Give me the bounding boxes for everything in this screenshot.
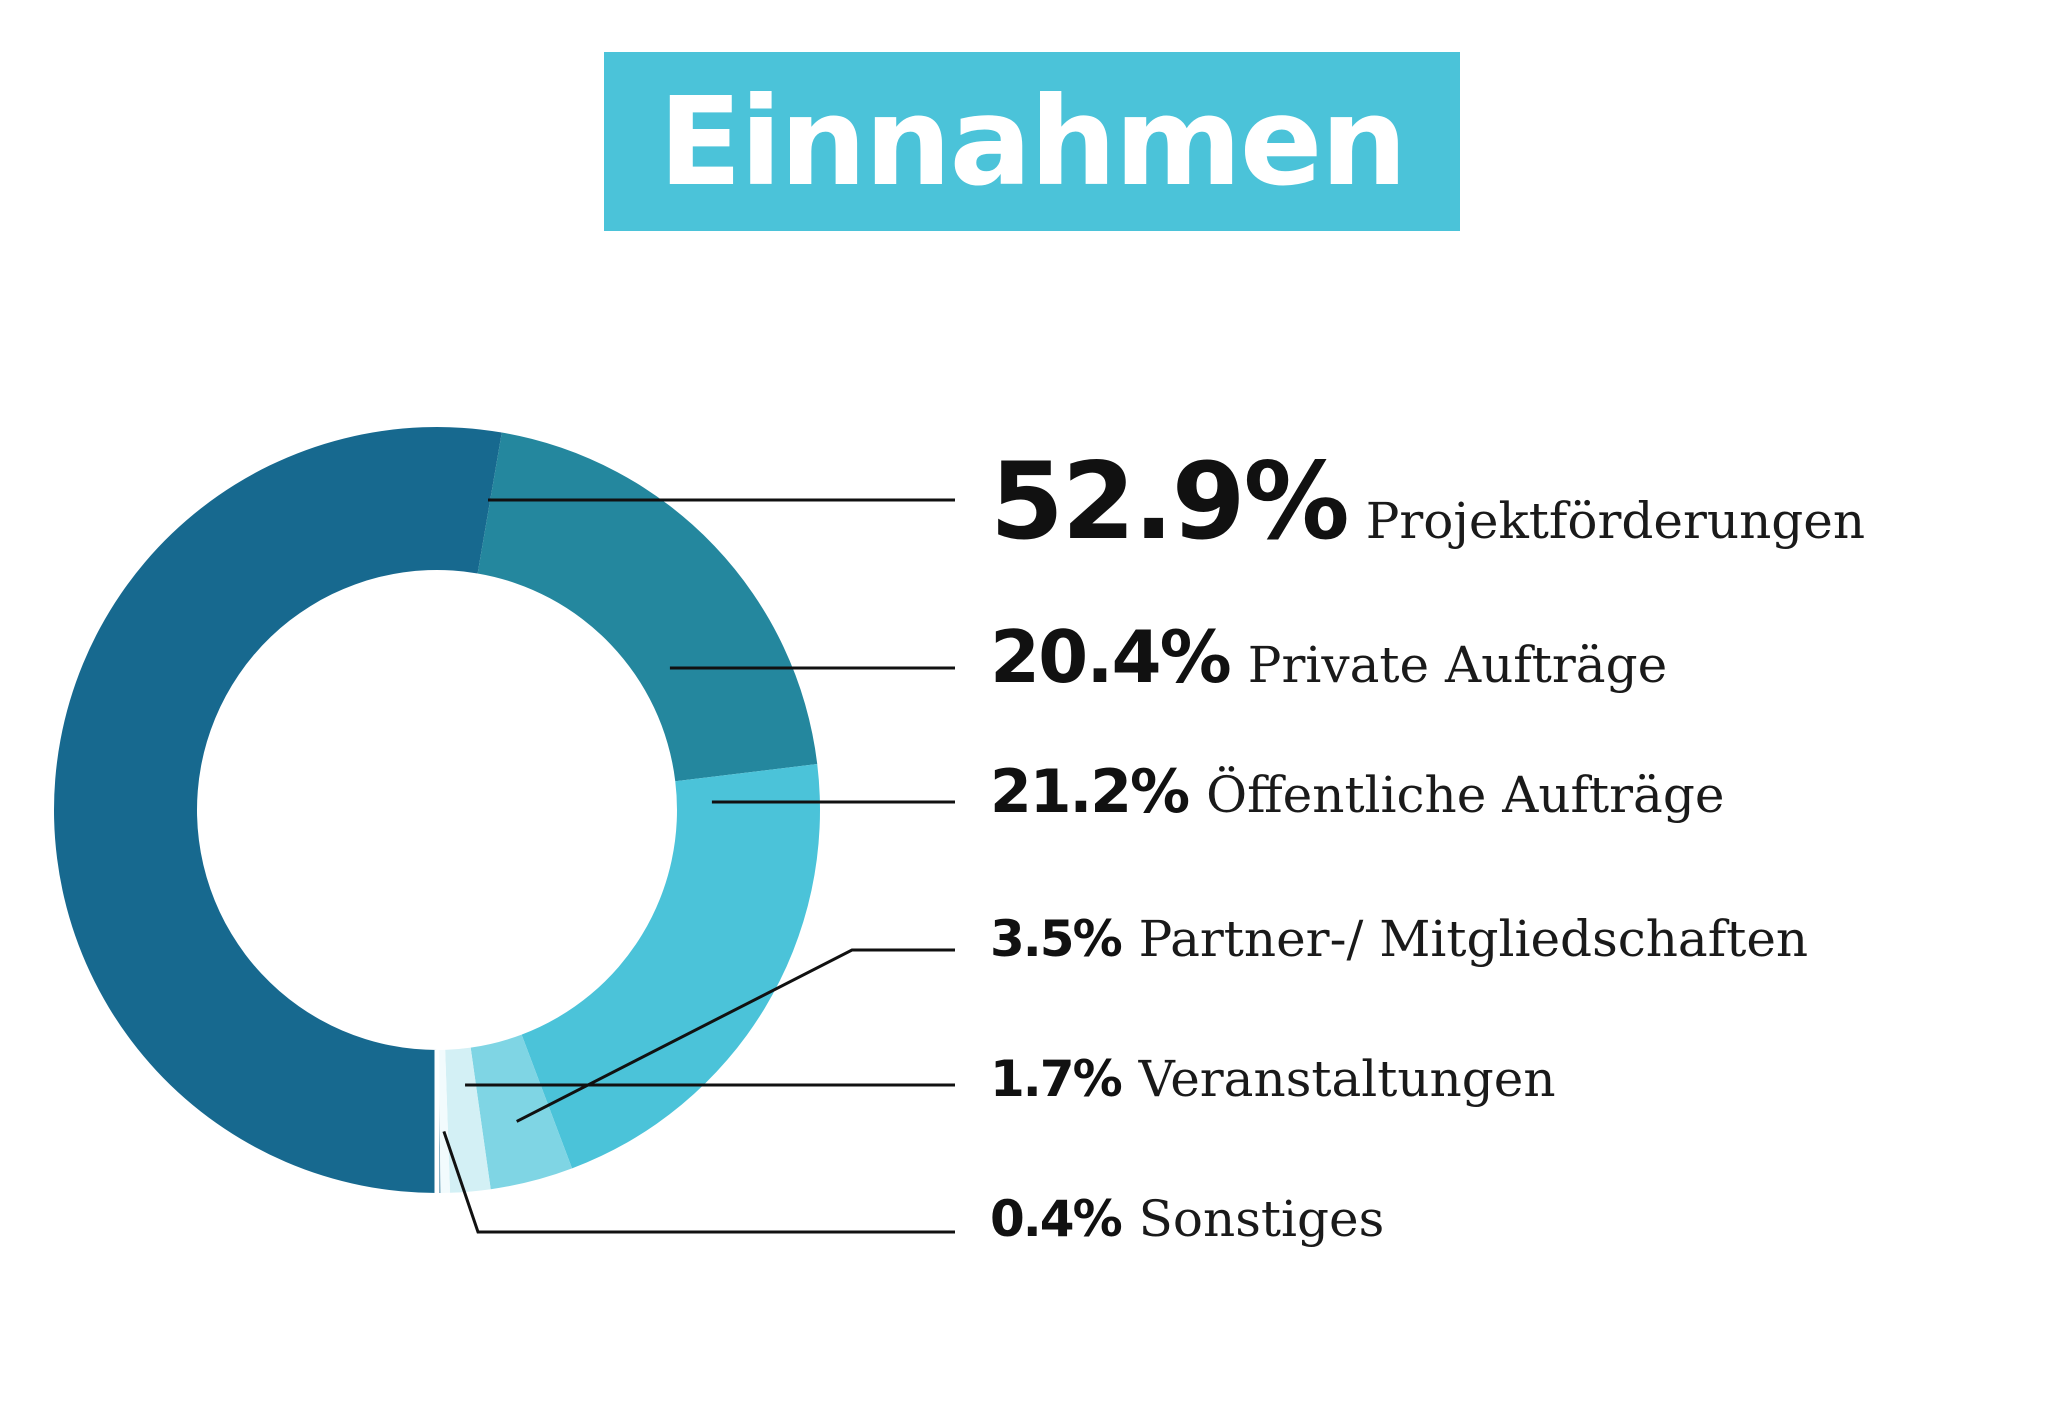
- legend-item-private-auftraege: 20.4% Private Aufträge: [990, 615, 1667, 699]
- legend-label: Private Aufträge: [1247, 636, 1668, 694]
- slice-oeffentliche-auftraege: [521, 764, 821, 1169]
- legend-label: Sonstiges: [1138, 1190, 1385, 1248]
- legend-label: Öffentliche Aufträge: [1206, 766, 1725, 824]
- slice-projektfoerderungen: [54, 427, 502, 1193]
- leader-line-partner-mitgliedschaften: [516, 948, 955, 1123]
- legend-label: Projektförderungen: [1365, 492, 1866, 550]
- legend-label: Partner-/ Mitgliedschaften: [1138, 910, 1809, 968]
- leader-line-sonstiges: [442, 1130, 955, 1234]
- slice-sonstiges: [439, 1049, 451, 1193]
- legend-value: 1.7%: [990, 1050, 1123, 1108]
- chart-title: Einnahmen: [658, 70, 1408, 213]
- chart-title-box: Einnahmen: [604, 52, 1460, 231]
- legend-item-oeffentliche-auftraege: 21.2% Öffentliche Aufträge: [990, 757, 1724, 827]
- slice-partner-mitgliedschaften: [470, 1034, 573, 1190]
- legend-value: 52.9%: [990, 440, 1350, 563]
- slice-private-auftraege: [477, 432, 818, 782]
- legend-item-sonstiges: 0.4% Sonstiges: [990, 1190, 1384, 1248]
- legend-item-projektfoerderungen: 52.9% Projektförderungen: [990, 440, 1865, 563]
- slice-veranstaltungen: [445, 1047, 491, 1193]
- legend-value: 0.4%: [990, 1190, 1123, 1248]
- legend-item-partner-mitgliedschaften: 3.5% Partner-/ Mitgliedschaften: [990, 910, 1808, 968]
- legend-label: Veranstaltungen: [1138, 1050, 1556, 1108]
- legend-value: 3.5%: [990, 910, 1123, 968]
- legend-item-veranstaltungen: 1.7% Veranstaltungen: [990, 1050, 1556, 1108]
- legend-value: 21.2%: [990, 757, 1190, 827]
- legend-value: 20.4%: [990, 615, 1232, 699]
